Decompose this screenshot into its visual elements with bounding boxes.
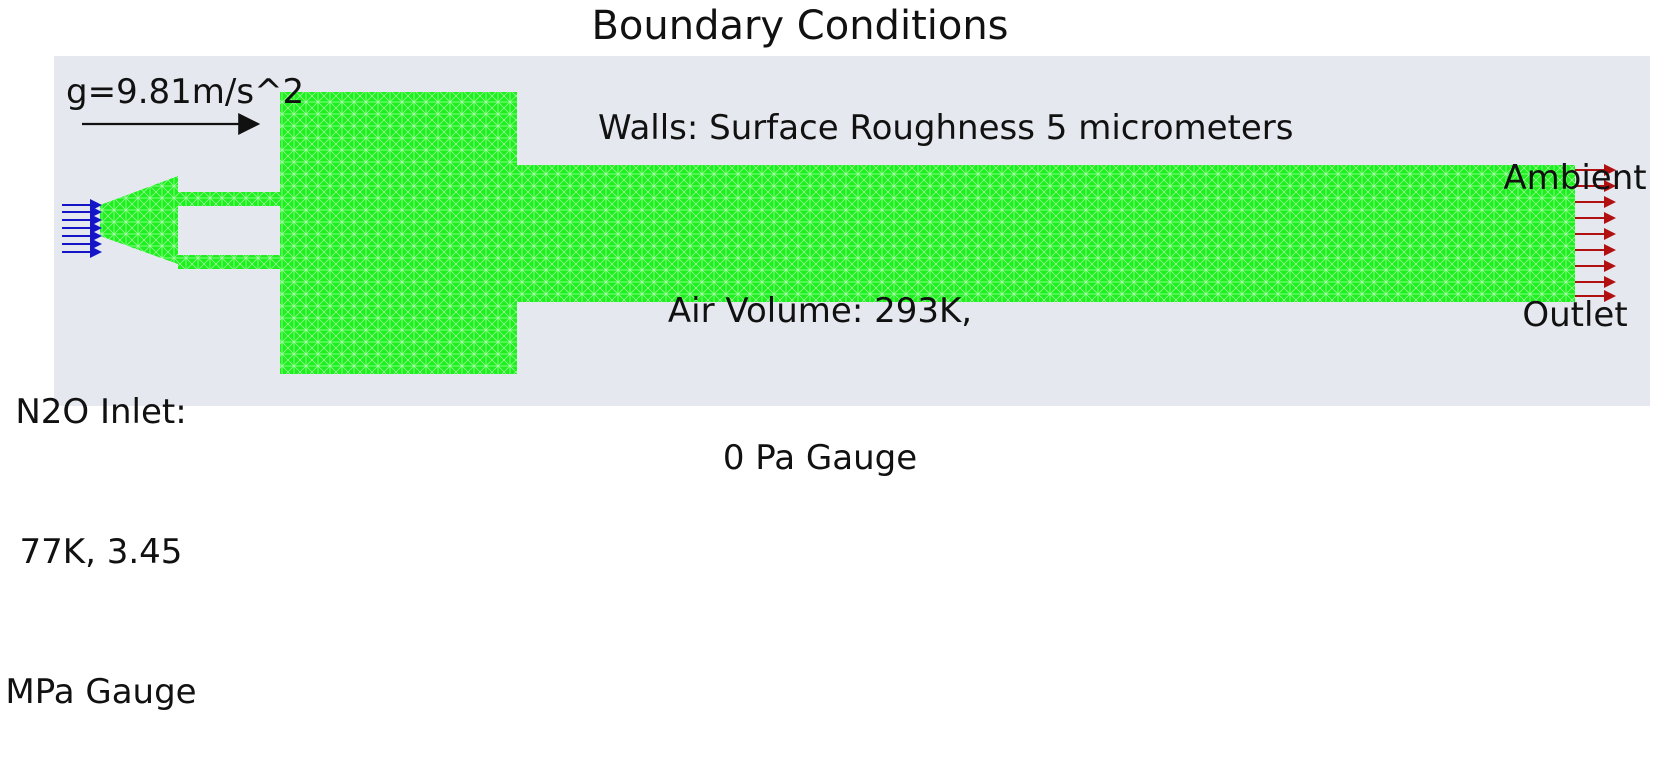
- inlet-label-line2: 77K, 3.45: [19, 531, 183, 572]
- outlet-label-line1: Ambient: [1503, 157, 1647, 198]
- boundary-conditions-diagram: [54, 56, 1650, 406]
- inlet-nozzle: [100, 176, 178, 264]
- outlet-arrows: [1575, 164, 1616, 302]
- air-volume-line2: 0 Pa Gauge: [722, 438, 918, 479]
- outlet-duct: [517, 165, 1575, 302]
- air-volume-label: Air Volume: 293K, 0 Pa Gauge: [630, 188, 1010, 533]
- gravity-label: g=9.81m/s^2: [66, 72, 305, 112]
- upper-feed-pipe: [178, 192, 280, 206]
- lower-feed-pipe: [178, 255, 280, 269]
- inlet-label-line1: N2O Inlet:: [15, 392, 187, 433]
- diagram-title: Boundary Conditions: [591, 3, 1009, 49]
- mesh-geometry: [100, 92, 1575, 374]
- inlet-label: N2O Inlet: 77K, 3.45 MPa Gauge: [0, 296, 202, 762]
- air-volume-line1: Air Volume: 293K,: [667, 290, 973, 331]
- outlet-label-line2: Outlet: [1522, 295, 1628, 336]
- inlet-arrows: [62, 199, 102, 258]
- inlet-label-line3: MPa Gauge: [5, 671, 197, 712]
- outlet-label: Ambient Outlet: [1500, 64, 1650, 385]
- mixing-chamber: [280, 92, 517, 374]
- walls-label: Walls: Surface Roughness 5 micrometers: [598, 108, 1294, 148]
